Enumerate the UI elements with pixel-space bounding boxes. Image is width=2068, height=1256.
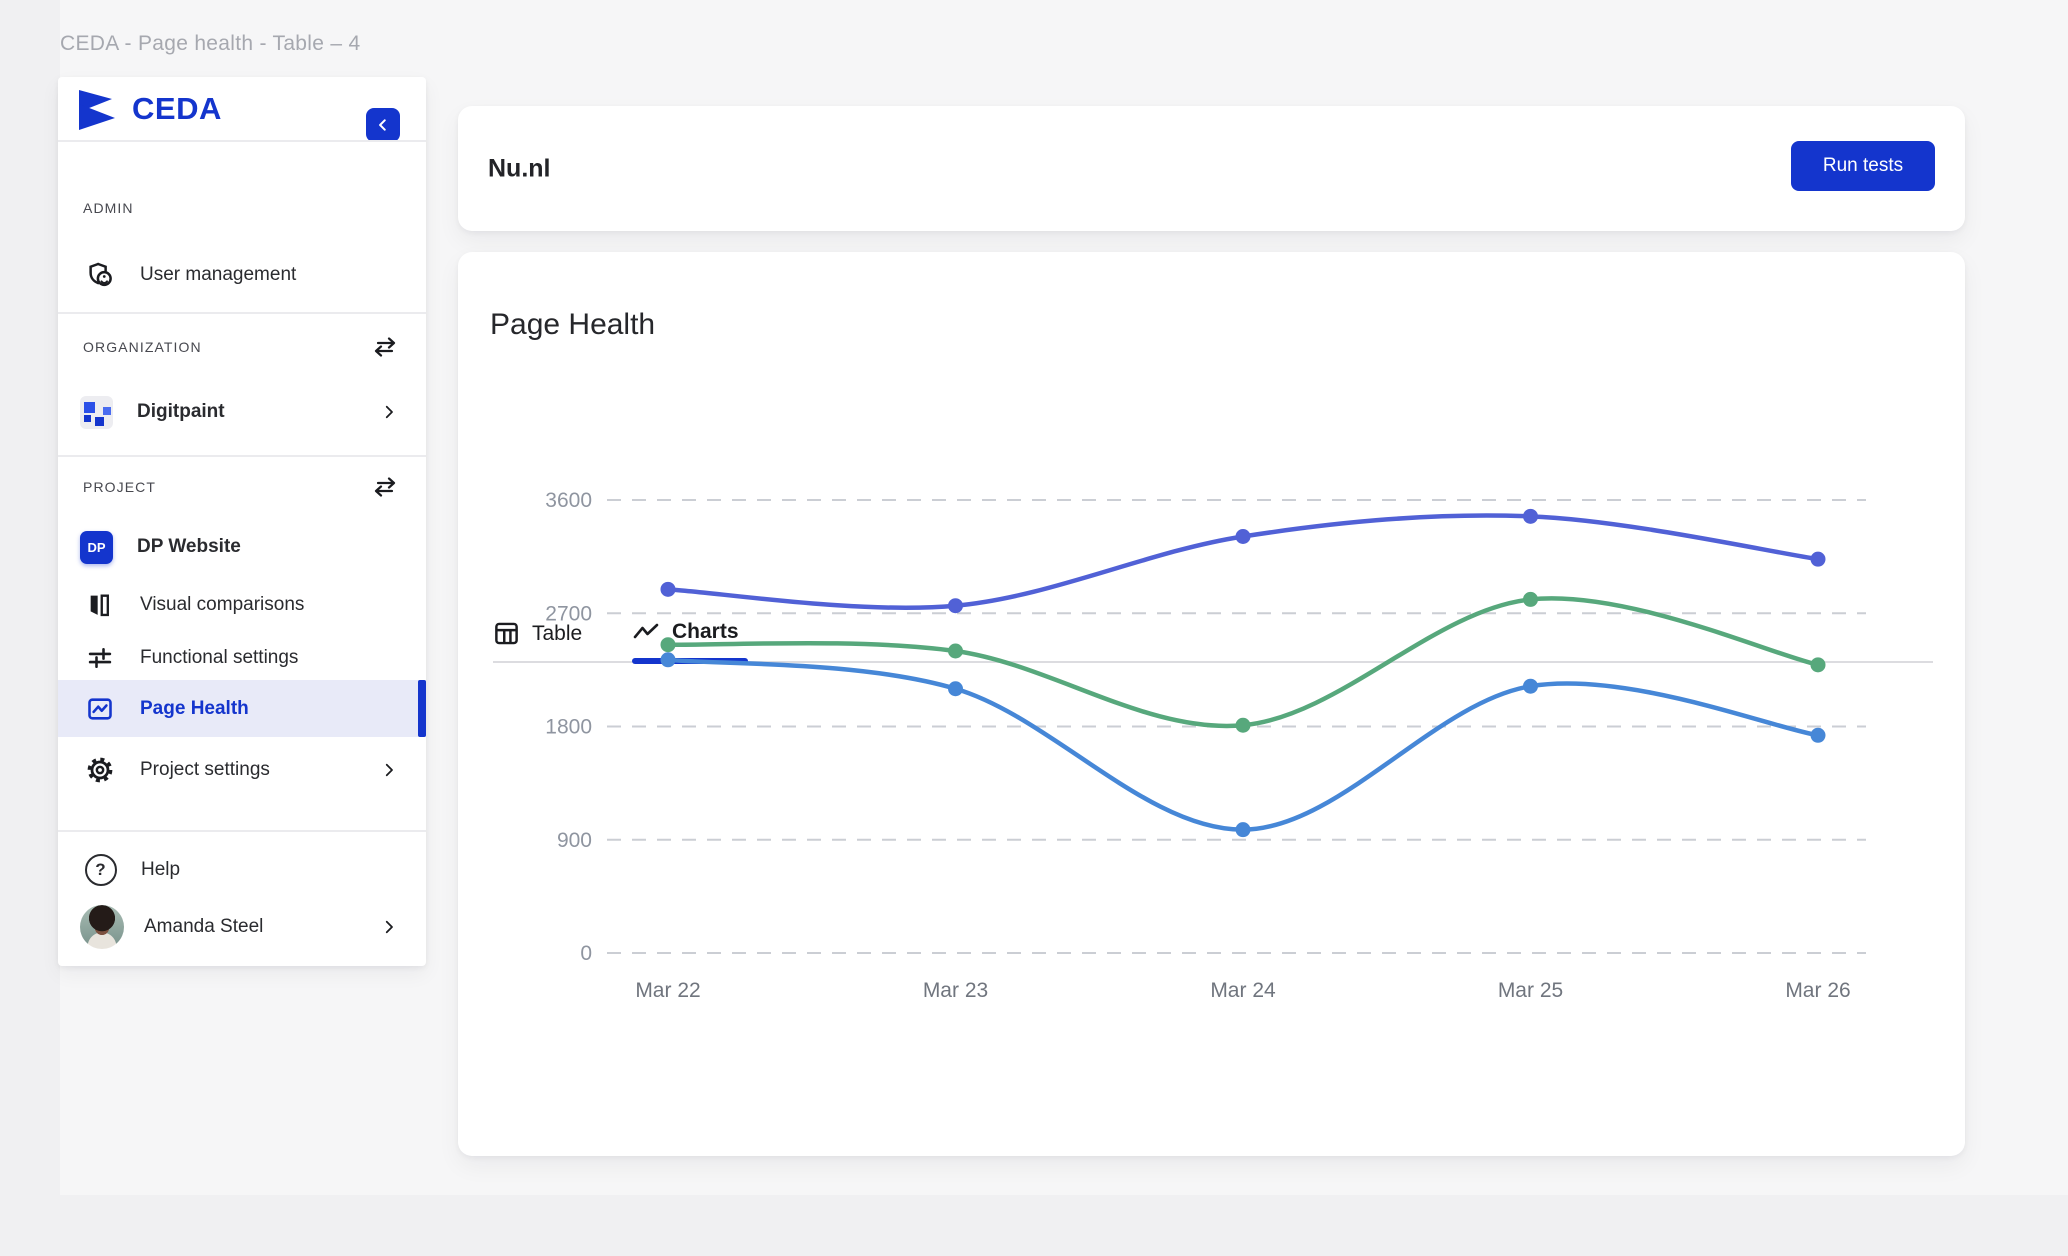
gear-icon [83, 754, 116, 787]
sidebar-item-user-management[interactable]: User management [58, 247, 426, 303]
user-shield-icon [83, 259, 116, 292]
chevron-left-icon [376, 118, 390, 132]
series-green-line [665, 596, 1821, 729]
sliders-icon [83, 642, 116, 675]
series-blue-point[interactable] [948, 681, 963, 697]
series-indigo-point[interactable] [1235, 528, 1251, 544]
swap-project-icon[interactable] [372, 476, 398, 498]
divider [58, 312, 426, 314]
sidebar-collapse-button[interactable] [366, 108, 400, 142]
section-label-organization: ORGANIZATION [83, 339, 202, 355]
help-icon: ? [84, 854, 117, 887]
x-tick-label: Mar 23 [923, 979, 988, 1002]
x-tick-label: Mar 22 [635, 979, 700, 1002]
series-blue-point[interactable] [1523, 678, 1538, 694]
chevron-right-icon [380, 918, 398, 936]
sidebar-item-label: Project settings [140, 759, 270, 780]
series-indigo-point[interactable] [1523, 508, 1538, 524]
window-title: CEDA - Page health - Table – 4 [60, 32, 361, 55]
x-tick-label: Mar 25 [1498, 979, 1563, 1002]
divider [58, 455, 426, 457]
ceda-logo-icon [78, 87, 120, 131]
divider [58, 830, 426, 832]
series-blue-point[interactable] [1235, 822, 1251, 838]
chevron-right-icon [380, 403, 398, 421]
sidebar-item-functional-settings[interactable]: Functional settings [58, 635, 426, 681]
line-chart[interactable]: 0 900 1800 2700 3600 Mar 22 Mar 23 Mar 24 Mar 25… [458, 252, 1965, 1156]
dp-website-badge: DP [80, 530, 113, 564]
tab-bar-divider [493, 661, 1933, 663]
sidebar-user-menu[interactable]: Amanda Steel [58, 903, 426, 951]
section-admin: ADMIN [58, 195, 426, 221]
tab-bar: Table Charts [493, 620, 1930, 664]
chart-line-icon [632, 621, 660, 643]
panel-title: Page Health [490, 308, 656, 341]
page-health-icon [83, 692, 116, 725]
series-indigo-point[interactable] [948, 598, 963, 614]
y-tick-label: 900 [557, 829, 592, 852]
sidebar-item-dp-website[interactable]: DP DP Website [58, 524, 426, 570]
page-health-panel: Page Health Table Charts [458, 252, 1965, 1156]
y-tick-label: 2700 [545, 602, 592, 625]
sidebar-item-page-health[interactable]: Page Health [58, 680, 426, 737]
sidebar-item-label: Page Health [140, 697, 249, 719]
tab-label: Table [532, 621, 583, 645]
page-header-card: Nu.nl Run tests [458, 106, 1965, 231]
sidebar-item-digitpaint[interactable]: Digitpaint [58, 387, 426, 437]
sidebar-logo-row: CEDA [58, 77, 426, 142]
swap-organization-icon[interactable] [372, 336, 398, 358]
user-name: Amanda Steel [144, 916, 264, 937]
series-indigo-point[interactable] [1810, 551, 1826, 567]
brand-wordmark: CEDA [132, 90, 222, 126]
series-green-point[interactable] [948, 643, 963, 659]
series-blue-point[interactable] [1810, 727, 1826, 743]
y-tick-label: 0 [580, 942, 592, 965]
sidebar-item-project-settings[interactable]: Project settings [58, 745, 426, 795]
series-indigo-point[interactable] [660, 581, 676, 597]
series-blue-point[interactable] [660, 652, 676, 668]
sidebar-item-label: User management [140, 264, 297, 285]
chevron-right-icon [380, 761, 398, 779]
y-tick-label: 1800 [545, 716, 592, 739]
sidebar-item-label: Functional settings [140, 647, 299, 668]
sidebar-item-help[interactable]: ? Help [58, 847, 426, 893]
visual-comparisons-icon [83, 589, 116, 622]
tab-table[interactable]: Table [493, 620, 582, 647]
x-tick-label: Mar 24 [1210, 979, 1276, 1002]
series-green-point[interactable] [660, 637, 676, 653]
section-project: PROJECT [58, 473, 426, 501]
section-label-admin: ADMIN [83, 200, 134, 216]
series-blue-line [665, 657, 1821, 832]
sidebar: CEDA ADMIN User management [58, 77, 426, 966]
y-tick-label: 3600 [545, 489, 592, 512]
tab-charts[interactable]: Charts [632, 620, 739, 644]
tab-label: Charts [672, 620, 739, 643]
digitpaint-pixel-icon [80, 395, 113, 429]
section-organization: ORGANIZATION [58, 333, 426, 361]
sidebar-item-label: Visual comparisons [140, 594, 305, 615]
series-green-point[interactable] [1235, 717, 1251, 733]
divider [58, 140, 426, 142]
section-label-project: PROJECT [83, 479, 157, 495]
series-green-point[interactable] [1810, 657, 1826, 673]
sidebar-selected-indicator [418, 680, 426, 737]
run-tests-button[interactable]: Run tests [1791, 141, 1935, 191]
sidebar-item-visual-comparisons[interactable]: Visual comparisons [58, 582, 426, 628]
sidebar-item-label: Digitpaint [137, 401, 225, 422]
site-name: Nu.nl [488, 154, 551, 182]
x-tick-label: Mar 26 [1785, 979, 1850, 1002]
sidebar-item-label: DP Website [137, 536, 241, 557]
avatar [80, 905, 124, 949]
sidebar-item-label: Help [141, 859, 181, 880]
sidebar-selected-highlight [58, 680, 426, 737]
outer-background-band [0, 1195, 2068, 1256]
table-icon [493, 620, 520, 647]
series-green-point[interactable] [1523, 591, 1538, 607]
